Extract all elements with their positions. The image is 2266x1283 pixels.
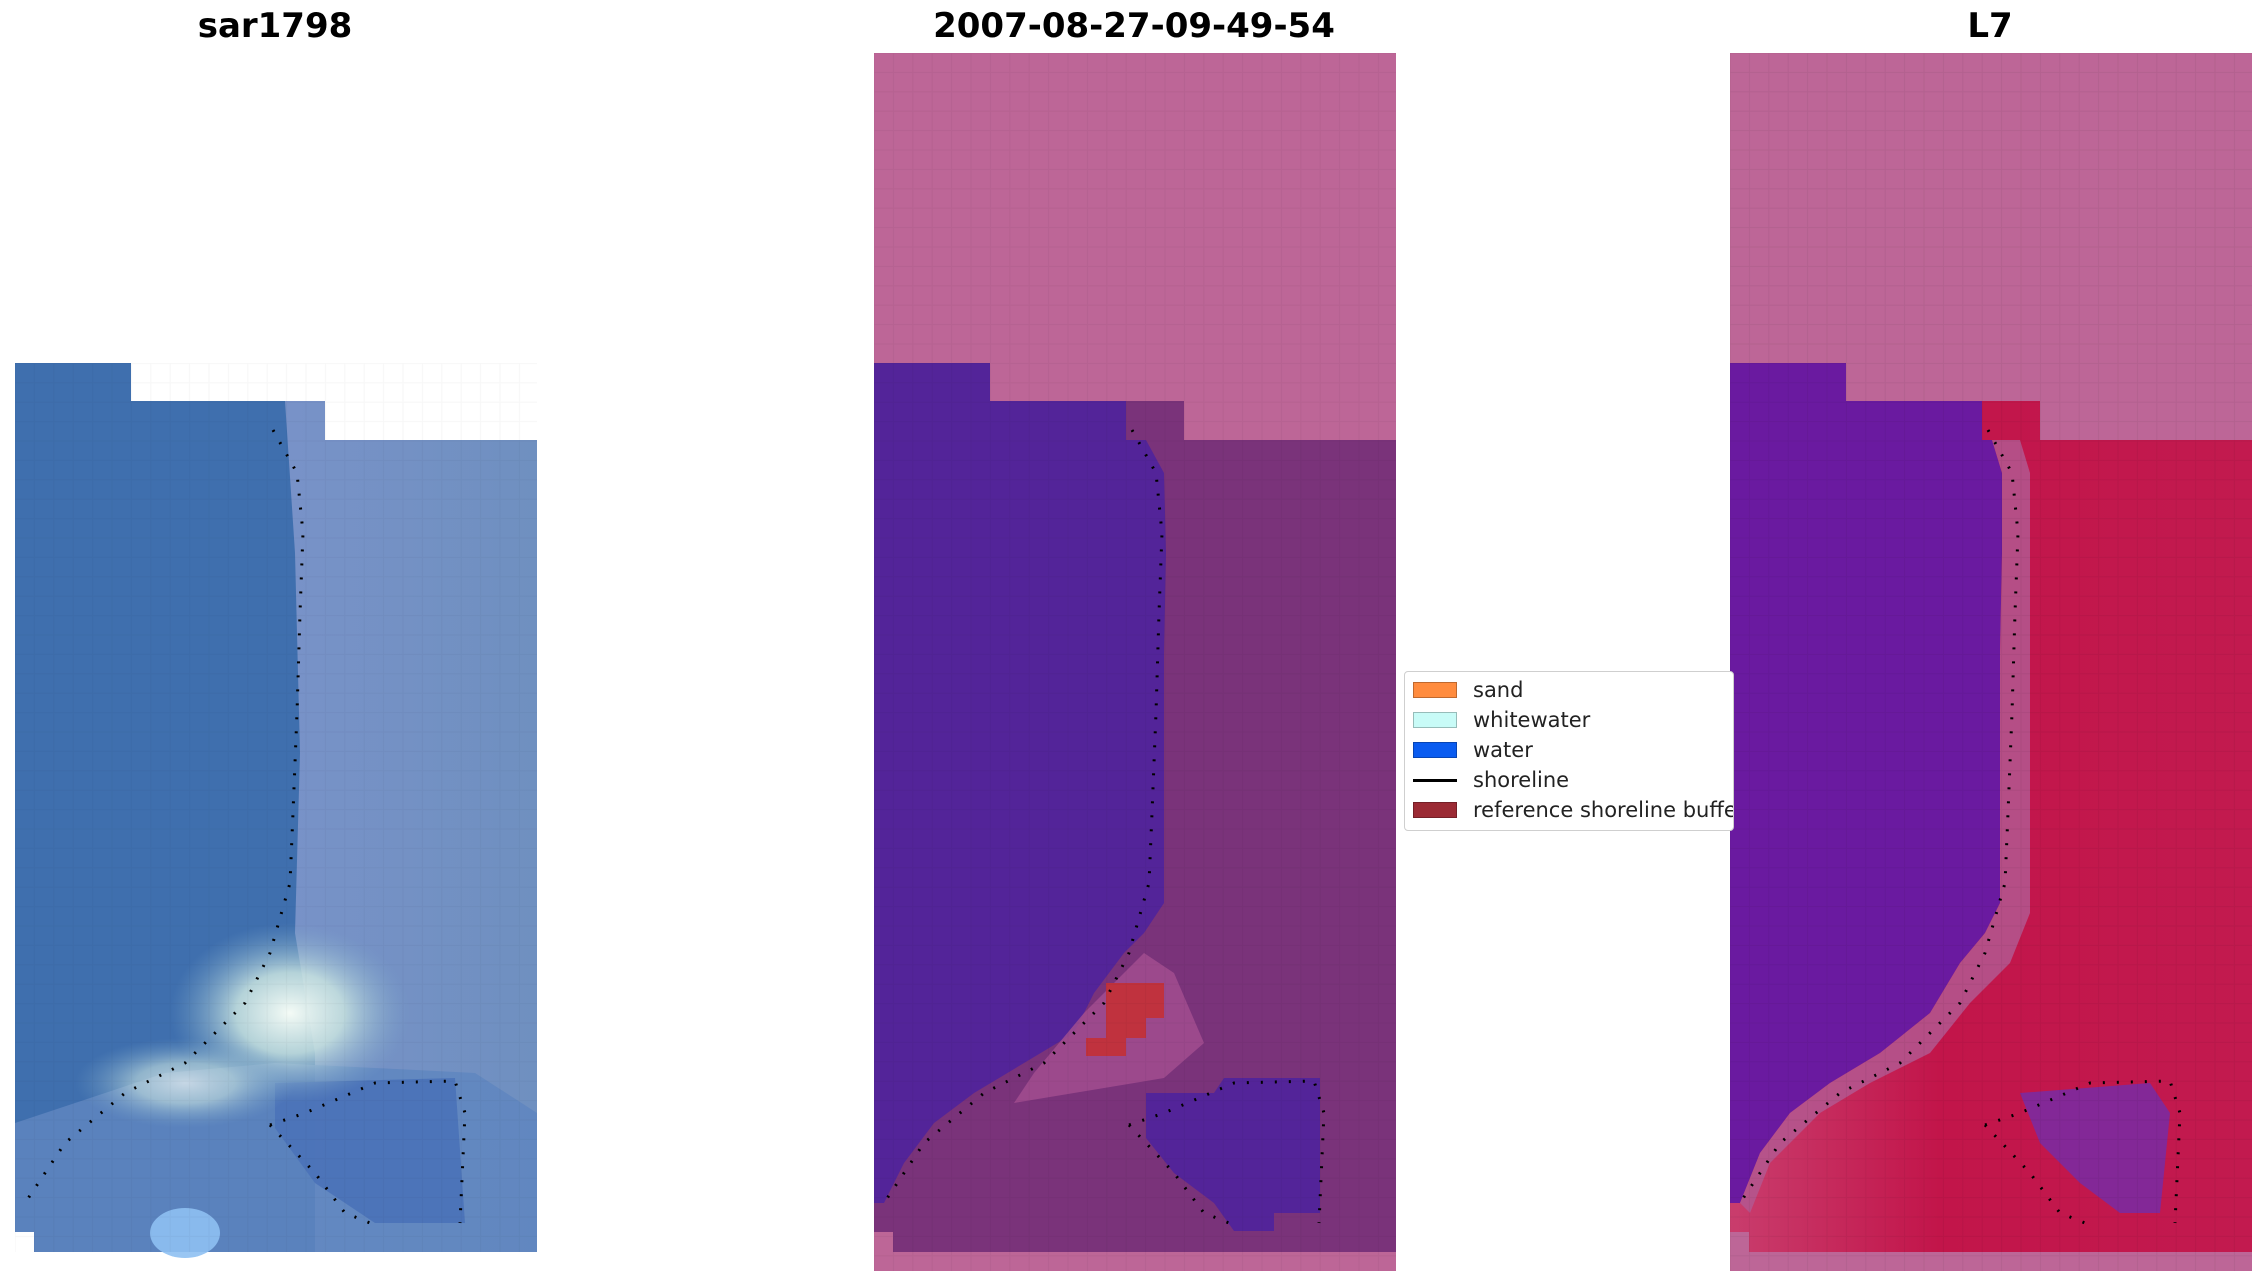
legend-item-water: water <box>1405 736 1533 764</box>
rgb-image-panel <box>15 53 537 1271</box>
l7-image <box>1730 53 2252 1271</box>
l7-image-panel <box>1730 53 2252 1271</box>
legend-label-sand: sand <box>1473 678 1524 702</box>
legend-item-sand: sand <box>1405 676 1523 704</box>
rgb-image <box>15 363 537 1258</box>
whitewater-swatch-icon <box>1413 712 1457 728</box>
classified-image-panel <box>874 53 1396 1271</box>
legend-item-shoreline: shoreline <box>1405 766 1569 794</box>
panel-title-classified: 2007-08-27-09-49-54 <box>933 6 1335 46</box>
panel-title-rgb: sar1798 <box>197 6 353 46</box>
legend-item-reference-buffer: reference shoreline buffer <box>1405 796 1734 824</box>
panel-title-l7: L7 <box>1967 6 2013 46</box>
shoreline-line-icon <box>1413 778 1457 782</box>
water-swatch-icon <box>1413 742 1457 758</box>
legend: sand whitewater water shoreline referenc… <box>1404 671 1734 831</box>
legend-label-shoreline: shoreline <box>1473 768 1570 792</box>
legend-item-whitewater: whitewater <box>1405 706 1590 734</box>
legend-label-whitewater: whitewater <box>1473 708 1591 732</box>
legend-label-reference-buffer: reference shoreline buffer <box>1473 798 1734 822</box>
buffer-swatch-icon <box>1413 802 1457 818</box>
sand-swatch-icon <box>1413 682 1457 698</box>
classified-image <box>874 53 1396 1271</box>
legend-label-water: water <box>1473 738 1533 762</box>
